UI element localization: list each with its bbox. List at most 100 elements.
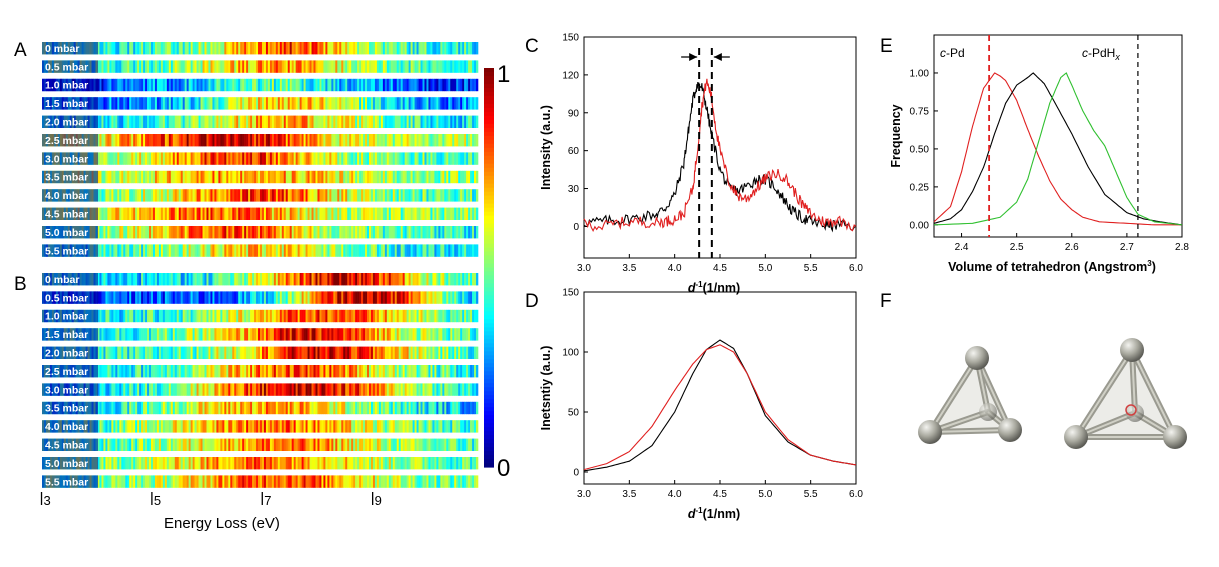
heatmap-cell: [424, 207, 427, 220]
heatmap-cell: [158, 346, 162, 359]
heatmap-cell: [299, 170, 302, 184]
heatmap-cell: [432, 346, 435, 359]
heatmap-cell: [416, 207, 419, 220]
heatmap-cell: [355, 309, 358, 323]
heatmap-cell: [139, 60, 142, 73]
heatmap-cell: [357, 60, 360, 73]
heatmap-cell: [349, 383, 352, 396]
heatmap-cell: [200, 420, 203, 433]
heatmap-cell: [152, 115, 156, 128]
heatmap-cell: [424, 328, 427, 341]
heatmap-cell: [99, 115, 102, 128]
heatmap-cell: [232, 365, 235, 378]
heatmap-cell: [204, 97, 207, 110]
heatmap-cell: [117, 346, 120, 359]
heatmap-cell: [125, 189, 128, 202]
heatmap-cell: [462, 152, 465, 165]
heatmap-cell: [378, 60, 382, 73]
heatmap-cell: [359, 365, 362, 378]
heatmap-cell: [188, 420, 191, 433]
heatmap-cell: [458, 244, 461, 257]
heatmap-cell: [287, 60, 291, 73]
heatmap-cell: [430, 420, 433, 433]
heatmap-cell: [216, 60, 219, 73]
heatmap-cell: [317, 291, 320, 304]
heatmap-cell: [156, 291, 160, 304]
heatmap-cell: [406, 328, 409, 341]
heatmap-cell: [315, 207, 318, 220]
heatmap-cell: [442, 152, 445, 165]
heatmap-cell: [156, 134, 160, 147]
heatmap-row-b-7: [42, 401, 479, 415]
heatmap-cell: [376, 273, 380, 286]
heatmap-cell: [283, 383, 287, 396]
heatmap-cell: [456, 291, 459, 304]
heatmap-cell: [418, 401, 421, 415]
heatmap-cell: [327, 226, 330, 239]
heatmap-cell: [164, 438, 168, 451]
heatmap-cell: [269, 273, 273, 286]
heatmap-cell: [295, 438, 298, 451]
heatmap-cell: [151, 383, 154, 396]
heatmap-cell: [317, 60, 320, 73]
heatmap-cell: [230, 291, 233, 304]
heatmap-cell: [236, 60, 239, 73]
heatmap-cell: [462, 244, 465, 257]
heatmap-cell: [115, 346, 118, 359]
heatmap-cell: [214, 189, 217, 202]
heatmap-cell: [325, 60, 328, 73]
heatmap-cell: [101, 226, 104, 239]
heatmap-cell: [293, 115, 296, 128]
heatmap-cell: [143, 152, 146, 165]
heatmap-cell: [440, 438, 443, 451]
heatmap-cell: [214, 420, 217, 433]
heatmap-cell: [236, 365, 239, 378]
heatmap-cell: [444, 170, 447, 184]
heatmap-cell: [422, 401, 425, 415]
heatmap-row-a-0: [42, 42, 479, 55]
heatmap-cell: [418, 42, 421, 55]
heatmap-cell: [414, 189, 417, 202]
heatmap-cell: [430, 134, 433, 147]
heatmap-cell: [349, 328, 352, 341]
heatmap-cell: [117, 420, 120, 433]
heatmap-cell: [271, 60, 275, 73]
heatmap-cell: [289, 189, 293, 202]
heatmap-cell: [158, 383, 162, 396]
heatmap-cell: [396, 365, 400, 378]
heatmap-cell: [113, 273, 116, 286]
heatmap-cell: [283, 42, 287, 55]
heatmap-cell: [244, 309, 247, 323]
heatmap-cell: [315, 420, 318, 433]
heatmap-cell: [339, 383, 342, 396]
heatmap-cell: [374, 78, 378, 92]
heatmap-cell: [327, 115, 330, 128]
heatmap-cell: [117, 170, 120, 184]
heatmap-cell: [448, 328, 451, 341]
heatmap-cell: [97, 273, 100, 286]
heatmap-cell: [400, 438, 403, 451]
heatmap-cell: [456, 365, 459, 378]
heatmap-cell: [309, 346, 312, 359]
heatmap-cell: [442, 346, 445, 359]
heatmap-cell: [210, 291, 213, 304]
heatmap-cell: [309, 115, 312, 128]
heatmap-cell: [311, 309, 314, 323]
heatmap-cell: [166, 273, 170, 286]
heatmap-cell: [404, 438, 407, 451]
heatmap-cell: [236, 42, 239, 55]
heatmap-cell: [323, 291, 326, 304]
heatmap-cell: [218, 115, 221, 128]
heatmap-cell: [166, 207, 170, 220]
heatmap-cell: [442, 78, 445, 92]
heatmap-cell: [313, 170, 316, 184]
heatmap-cell: [109, 273, 112, 286]
heatmap-cell: [123, 438, 126, 451]
heatmap-cell: [297, 383, 300, 396]
heatmap-cell: [450, 134, 453, 147]
heatmap-cell: [269, 420, 273, 433]
heatmap-cell: [214, 328, 217, 341]
heatmap-cell: [430, 78, 433, 92]
heatmap-cell: [151, 226, 154, 239]
heatmap-cell: [250, 328, 253, 341]
